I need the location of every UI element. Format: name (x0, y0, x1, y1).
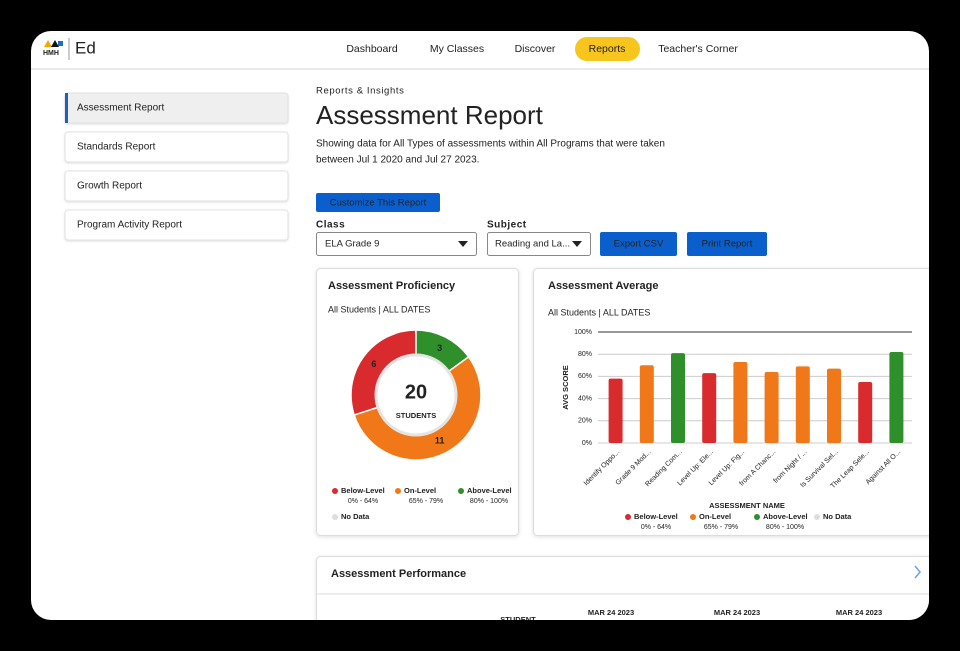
print-button[interactable] (687, 232, 767, 256)
legend-swatch (332, 514, 338, 520)
legend-range: 65% - 79% (409, 498, 443, 505)
legend-swatch (332, 488, 338, 494)
class-value: ELA Grade 9 (325, 239, 379, 250)
chart-title: Assessment Average (548, 280, 658, 292)
class-label: Class (316, 220, 345, 231)
chart-subtitle: All Students | ALL DATES (548, 307, 650, 317)
legend-swatch (754, 514, 760, 520)
legend-range: 80% - 100% (470, 498, 508, 505)
legend-swatch (690, 514, 696, 520)
legend-range: 80% - 100% (766, 524, 804, 531)
subject-label: Subject (487, 220, 527, 231)
export-button[interactable] (600, 232, 677, 256)
donut-inner (374, 353, 458, 437)
y-tick-label: 0% (582, 440, 592, 447)
legend-label: No Data (823, 512, 852, 521)
legend-label: No Data (341, 512, 370, 521)
legend-swatch (625, 514, 631, 520)
sidebar-label[interactable]: Assessment Report (77, 103, 164, 114)
logo: HMH (43, 50, 59, 57)
bar (858, 381, 873, 443)
sidebar-item[interactable] (64, 131, 289, 163)
y-tick-label: 80% (578, 351, 592, 358)
bar (702, 373, 717, 443)
logo-mark (58, 41, 63, 46)
card (316, 556, 929, 620)
legend-label: Above-Level (763, 512, 808, 521)
select-caret (458, 241, 468, 247)
select-caret (572, 241, 582, 247)
customize-label: Customize This Report (330, 198, 427, 209)
y-tick-label: 60% (578, 373, 592, 380)
y-tick-label: 20% (578, 418, 592, 425)
y-tick-label: 100% (574, 329, 592, 336)
print-label: Print Report (702, 239, 753, 250)
sidebar-label[interactable]: Growth Report (77, 181, 142, 192)
legend-range: 0% - 64% (348, 498, 378, 505)
sidebar-item[interactable] (64, 170, 289, 202)
expand-chevron[interactable] (914, 565, 922, 579)
nav-item[interactable]: My Classes (430, 43, 484, 55)
column-header: MAR 24 2023 (836, 608, 882, 617)
logo-mark (44, 40, 52, 47)
nav-active-pill[interactable] (575, 37, 640, 61)
nav-item[interactable]: Discover (515, 43, 556, 55)
legend-swatch (395, 488, 401, 494)
bar (764, 371, 779, 443)
sidebar-active-bar (65, 93, 68, 123)
legend-label: On-Level (699, 512, 731, 521)
customize-button[interactable] (316, 193, 440, 212)
bar (733, 361, 748, 443)
x-axis-label: ASSESSMENT NAME (709, 501, 785, 510)
data-label: 3 (437, 343, 442, 353)
bar (795, 366, 810, 443)
product-name: Ed (75, 38, 96, 57)
y-tick-label: 40% (578, 395, 592, 402)
subject-select[interactable] (487, 232, 591, 256)
legend-swatch (458, 488, 464, 494)
chart-subtitle: All Students | ALL DATES (328, 304, 430, 314)
legend-label: Above-Level (467, 486, 512, 495)
chart-title: Assessment Proficiency (328, 280, 456, 292)
card-title: Assessment Performance (331, 568, 466, 580)
y-axis-label: AVG SCORE (561, 365, 570, 409)
donut-caption: STUDENTS (396, 411, 436, 420)
description: between Jul 1 2020 and Jul 27 2023. (316, 155, 479, 166)
data-label: 6 (371, 359, 376, 369)
donut-total: 20 (405, 381, 427, 403)
logo-mark (51, 40, 59, 47)
sidebar-item[interactable] (64, 209, 289, 241)
column-header: MAR 24 2023 (588, 608, 634, 617)
bar (608, 378, 623, 443)
page-title: Assessment Report (316, 100, 544, 130)
column-header: MAR 24 2023 (714, 608, 760, 617)
column-header: STUDENT (500, 615, 536, 624)
class-select[interactable] (316, 232, 477, 256)
nav-item[interactable]: Teacher's Corner (658, 43, 738, 55)
description: Showing data for All Types of assessment… (316, 139, 665, 150)
bar (889, 351, 904, 443)
legend-range: 0% - 64% (641, 524, 671, 531)
legend-range: 65% - 79% (704, 524, 738, 531)
breadcrumb: Reports & Insights (316, 86, 404, 97)
legend-label: On-Level (404, 486, 436, 495)
legend-swatch (814, 514, 820, 520)
legend-label: Below-Level (341, 486, 385, 495)
nav-item[interactable]: Reports (589, 43, 626, 55)
data-label: 11 (435, 436, 445, 446)
sidebar-label[interactable]: Program Activity Report (77, 220, 182, 231)
window-content: HMH Ed Dashboard My Classes Discover Reports T… (31, 37, 929, 624)
export-label: Export CSV (614, 239, 664, 250)
nav-item[interactable]: Dashboard (346, 43, 398, 55)
subject-value: Reading and La... (495, 239, 570, 250)
bar (671, 353, 685, 443)
sidebar-label[interactable]: Standards Report (77, 142, 156, 153)
bar (827, 368, 841, 443)
bar (639, 365, 654, 443)
legend-label: Below-Level (634, 512, 678, 521)
